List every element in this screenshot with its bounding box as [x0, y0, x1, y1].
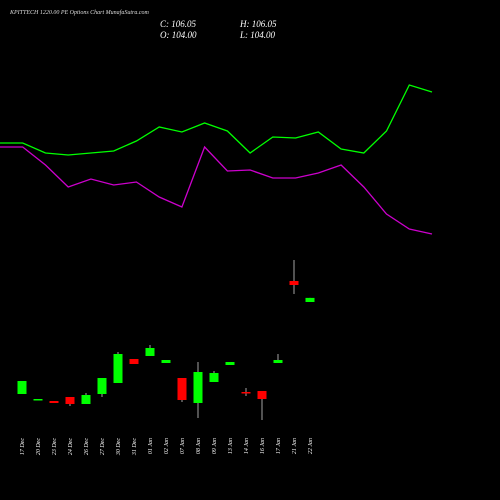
candle-body: [97, 378, 107, 394]
candle-body: [81, 395, 91, 404]
x-tick-label: 31 Dec: [132, 438, 138, 456]
candle-body: [33, 399, 43, 401]
x-tick-label: 01 Jan: [148, 438, 154, 454]
x-tick-label: 16 Jan: [260, 438, 266, 454]
candle-body: [273, 360, 283, 363]
candle-body: [241, 392, 251, 394]
x-tick-label: 26 Dec: [84, 438, 90, 455]
candle-body: [209, 373, 219, 382]
x-tick-label: 14 Jan: [243, 438, 250, 454]
candle-body: [257, 391, 267, 399]
candle-body: [113, 354, 123, 383]
x-tick-label: 17 Jan: [276, 438, 282, 454]
candle-body: [225, 362, 235, 365]
x-tick-label: 07 Jan: [180, 438, 186, 454]
x-tick-label: 20 Dec: [36, 438, 42, 455]
chart-title: KPITTECH 1220.00 PE Options Chart Munafa…: [9, 9, 150, 16]
close-label: C: 106.05: [160, 19, 197, 29]
x-tick-label: 30 Dec: [116, 438, 122, 456]
candle-body: [289, 281, 299, 285]
low-label: L: 104.00: [239, 30, 276, 40]
candle-body: [49, 401, 59, 403]
x-tick-label: 24 Dec: [67, 438, 74, 455]
x-tick-label: 17 Dec: [20, 438, 26, 455]
x-tick-label: 21 Jan: [292, 438, 298, 454]
candle-body: [193, 372, 203, 403]
candle-body: [145, 348, 155, 356]
x-tick-label: 23 Dec: [52, 438, 58, 455]
x-tick-label: 13 Jan: [228, 438, 234, 454]
x-tick-label: 09 Jan: [212, 438, 218, 454]
x-tick-label: 22 Jan: [308, 438, 314, 454]
candle-body: [65, 397, 75, 404]
candle-body: [305, 297, 315, 302]
indicator-line: [0, 84, 433, 156]
candle-body: [129, 359, 139, 364]
high-label: H: 106.05: [239, 19, 277, 29]
open-label: O: 104.00: [160, 30, 197, 40]
indicator-line: [0, 145, 433, 235]
x-tick-label: 27 Dec: [100, 438, 106, 455]
candle-body: [17, 381, 27, 394]
candle-body: [161, 360, 171, 363]
x-tick-label: 08 Jan: [196, 438, 202, 454]
x-tick-label: 02 Jan: [164, 438, 170, 454]
candle-body: [177, 378, 187, 400]
